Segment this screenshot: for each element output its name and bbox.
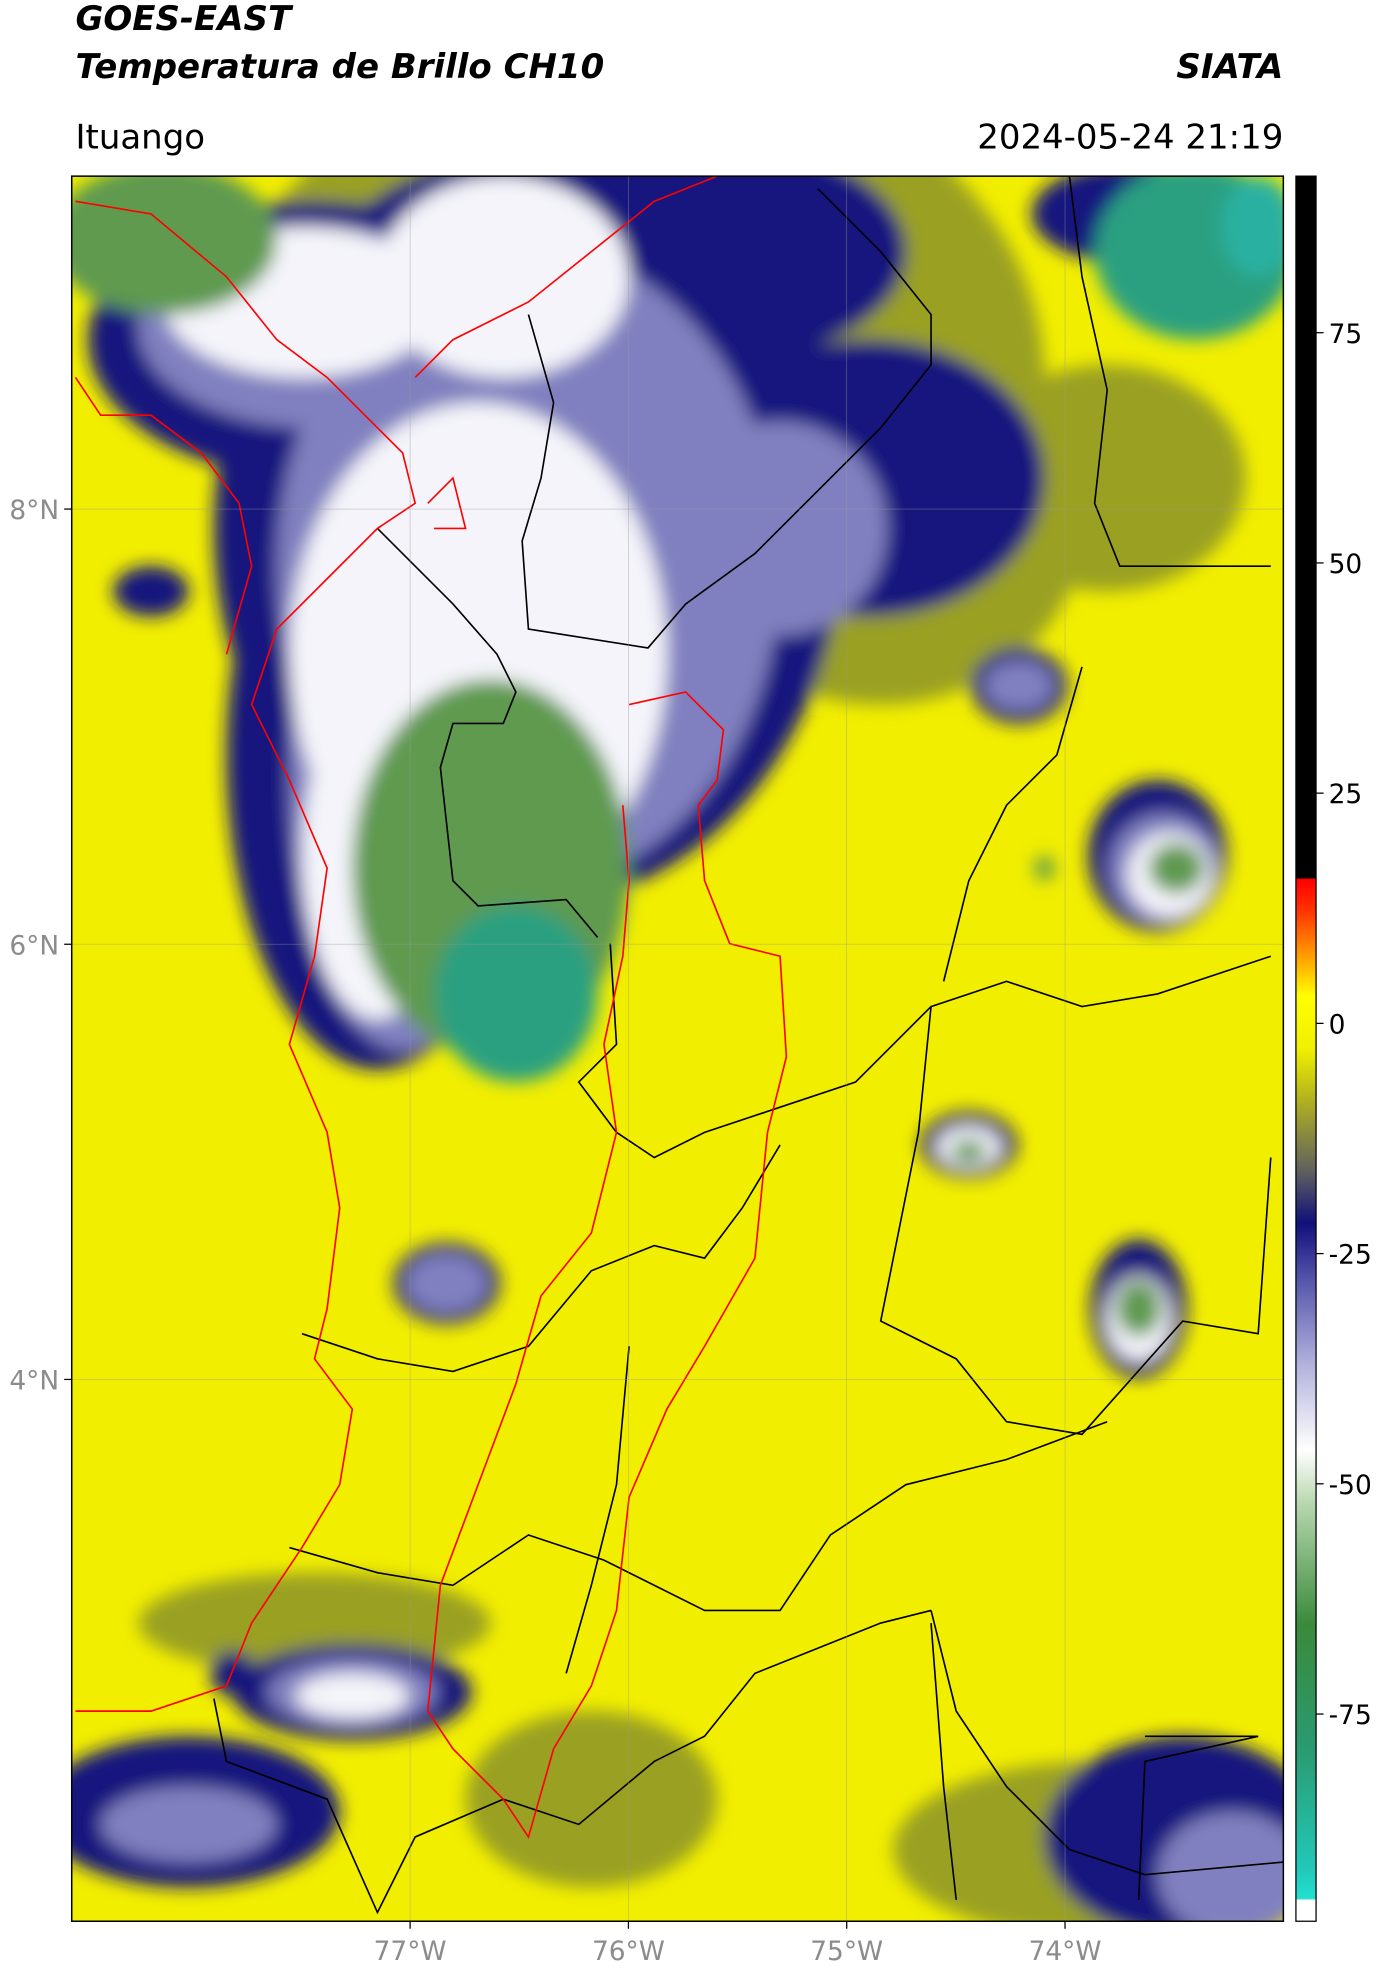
coastline-boundary bbox=[75, 200, 417, 1712]
lat-label: 6°N bbox=[9, 930, 59, 961]
location-label: Ituango bbox=[75, 117, 205, 157]
map-frame bbox=[70, 175, 1285, 1922]
grid bbox=[71, 176, 1284, 1922]
colorbar-label: -25 bbox=[1329, 1240, 1372, 1271]
map-area bbox=[71, 176, 1284, 1922]
admin-border bbox=[930, 1622, 958, 1900]
satellite-title: GOES-EAST bbox=[75, 0, 293, 39]
cloud-blob bbox=[100, 1786, 277, 1863]
colorbar-label: 75 bbox=[1329, 319, 1363, 350]
admin-border bbox=[577, 943, 1272, 1159]
product-title: Temperatura de Brillo CH10 bbox=[75, 47, 604, 87]
cloud-blob bbox=[113, 566, 189, 617]
lon-label: 76°W bbox=[592, 1936, 665, 1967]
coastline-boundary bbox=[427, 476, 467, 530]
source-label: SIATA bbox=[1176, 47, 1283, 87]
cloud-blob bbox=[138, 1572, 491, 1674]
lat-label: 4°N bbox=[9, 1365, 59, 1396]
admin-border bbox=[301, 1144, 781, 1373]
colorbar-label: -50 bbox=[1329, 1470, 1372, 1501]
cloud-blob bbox=[434, 905, 598, 1083]
cloud-blob bbox=[465, 1711, 718, 1888]
cloud-blob bbox=[377, 176, 630, 378]
admin-border bbox=[930, 1610, 1284, 1876]
cloud-blob bbox=[983, 660, 1055, 711]
admin-border bbox=[565, 1346, 630, 1674]
colorbar-label: 25 bbox=[1329, 779, 1363, 810]
admin-border bbox=[376, 527, 599, 938]
admin-border bbox=[1137, 1735, 1259, 1900]
cloud-blob bbox=[1034, 855, 1055, 881]
cloud-blob bbox=[295, 1673, 409, 1719]
colorbar-label: 50 bbox=[1329, 549, 1363, 580]
coastline-boundary bbox=[414, 176, 718, 379]
borders bbox=[74, 176, 1284, 1915]
colorbar-label: 0 bbox=[1329, 1009, 1346, 1040]
admin-border bbox=[1068, 176, 1271, 567]
admin-border bbox=[879, 1006, 1272, 1436]
cloud-blob bbox=[405, 1253, 489, 1314]
cloud-blob bbox=[210, 1650, 256, 1697]
cloud-blob bbox=[1220, 176, 1284, 277]
datetime-label: 2024-05-24 21:19 bbox=[977, 117, 1283, 157]
coastline-boundary bbox=[426, 691, 788, 1839]
cloud-blob bbox=[951, 1139, 987, 1163]
admin-border bbox=[521, 188, 932, 649]
cloud-blob bbox=[968, 364, 1246, 592]
admin-border bbox=[289, 1420, 1108, 1612]
admin-border bbox=[213, 1609, 932, 1915]
lat-label: 8°N bbox=[9, 495, 59, 526]
lon-label: 77°W bbox=[374, 1936, 447, 1967]
cloud-blob bbox=[1157, 1811, 1284, 1922]
cloud-blob bbox=[1116, 1280, 1162, 1337]
colorbar bbox=[1295, 175, 1317, 1922]
lon-label: 75°W bbox=[810, 1936, 883, 1967]
cloud-blob bbox=[1148, 842, 1205, 894]
lon-label: 74°W bbox=[1029, 1936, 1102, 1967]
cloud-field bbox=[71, 176, 1284, 1922]
coastline-boundary bbox=[74, 376, 253, 655]
cloud-blob bbox=[71, 176, 277, 315]
colorbar-label: -75 bbox=[1329, 1700, 1372, 1731]
